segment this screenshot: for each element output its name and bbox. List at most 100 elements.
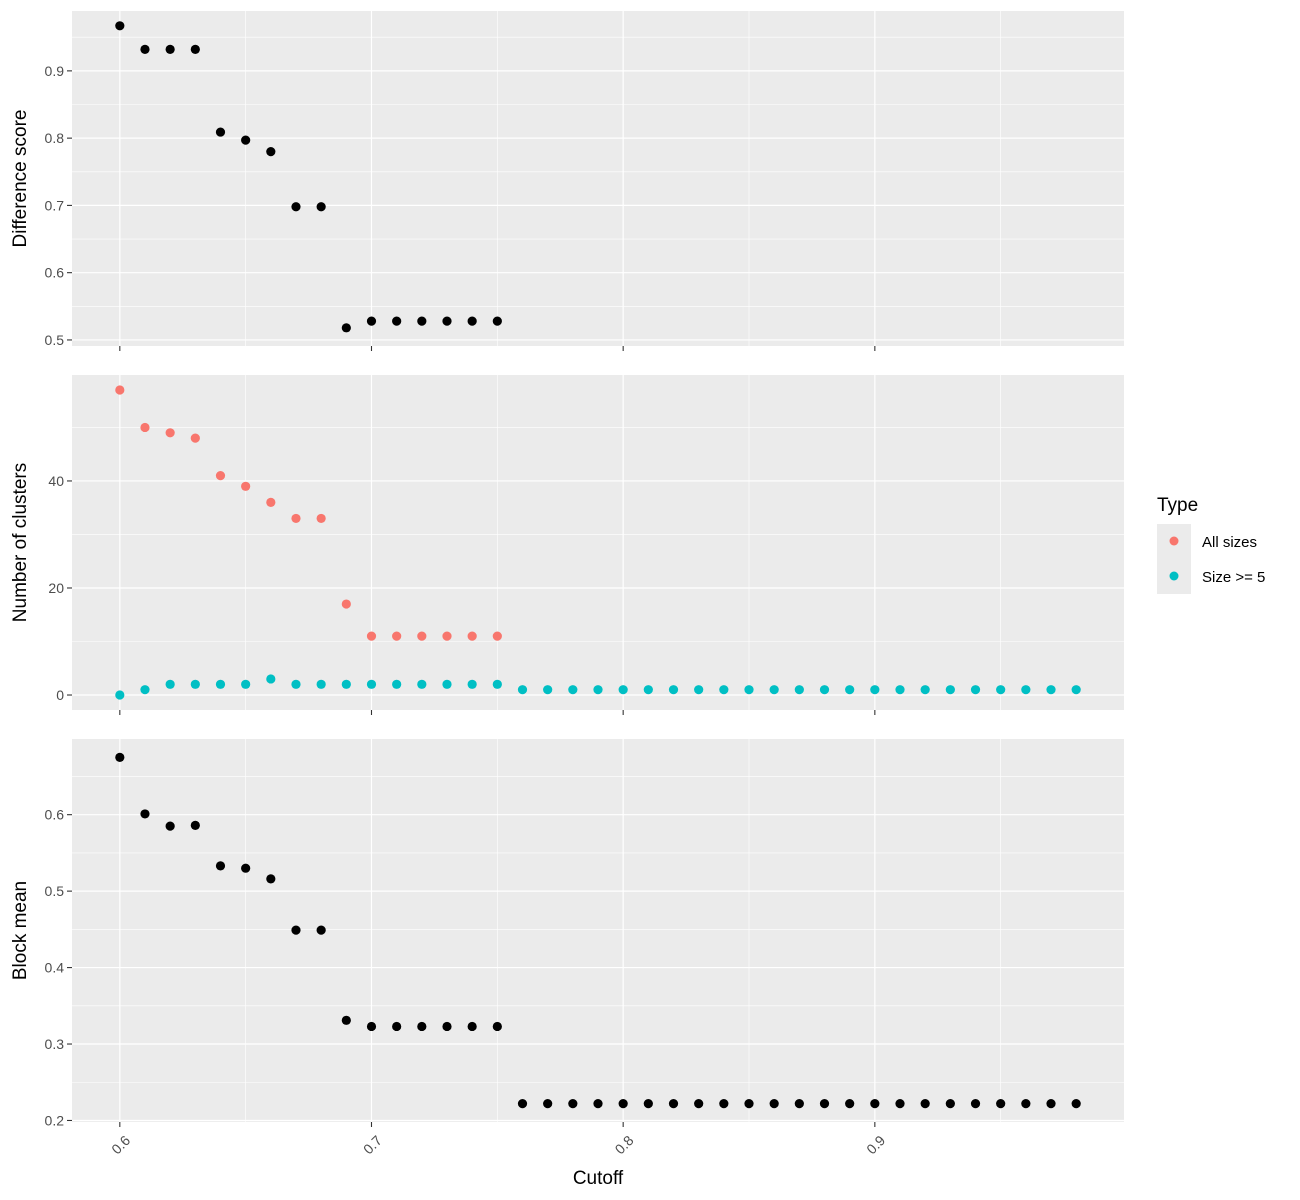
data-point	[945, 685, 955, 695]
data-point	[593, 1099, 603, 1109]
data-point	[618, 1099, 628, 1109]
data-point	[366, 631, 377, 641]
data-point	[895, 685, 905, 695]
data-point	[845, 1099, 855, 1109]
data-point	[769, 1099, 779, 1109]
series-all-sizes	[115, 385, 502, 641]
data-point	[1021, 685, 1031, 695]
data-point	[467, 679, 477, 689]
y-tick-label: 40	[48, 473, 64, 489]
x-tick-label: 0.9	[863, 1132, 888, 1157]
data-point	[417, 679, 427, 689]
data-point	[895, 1099, 905, 1109]
data-point	[769, 685, 779, 695]
chart-panels: 0.5 0.6 0.7 0.8 0.9 Difference score 0 20 40 Numb…	[10, 11, 1124, 1128]
data-point	[492, 631, 502, 641]
series-size-5	[115, 674, 1081, 700]
data-point	[744, 685, 754, 695]
x-axis: 0.6 0.7 0.8 0.9	[108, 1132, 888, 1157]
y-axis-title: Block mean	[10, 881, 31, 980]
data-point	[241, 481, 251, 491]
data-point	[1071, 685, 1081, 695]
data-point	[140, 422, 150, 433]
data-point	[920, 685, 930, 695]
data-point	[668, 685, 679, 695]
y-axis-title: Difference score	[10, 110, 31, 248]
data-point	[291, 513, 301, 524]
data-point	[517, 685, 528, 695]
data-point	[1071, 1099, 1081, 1109]
data-point	[643, 1099, 653, 1109]
data-point	[115, 690, 125, 700]
x-axis-title: Cutoff	[573, 1168, 624, 1189]
data-point	[190, 433, 200, 443]
data-point	[543, 1099, 553, 1109]
data-point	[467, 631, 477, 641]
data-point	[417, 631, 427, 641]
y-tick-label: 0.3	[45, 1036, 65, 1052]
data-point	[618, 685, 628, 695]
data-point	[115, 385, 125, 395]
y-tick-label: 20	[48, 580, 64, 596]
legend-key-size-ge-5	[1169, 571, 1179, 581]
data-point	[392, 1021, 402, 1032]
data-point	[794, 685, 804, 695]
data-point	[140, 685, 150, 695]
y-tick-label: 0.5	[45, 332, 65, 348]
data-point	[392, 316, 402, 326]
data-point	[266, 146, 276, 157]
panel-3: 0.2 0.3 0.4 0.5 0.6 Block mean	[10, 739, 1124, 1128]
data-point	[316, 513, 326, 524]
y-tick-label: 0	[56, 687, 64, 703]
data-point	[341, 1015, 351, 1025]
data-point	[845, 685, 855, 695]
data-point	[140, 809, 150, 819]
data-point	[291, 679, 301, 689]
data-point	[492, 1021, 502, 1032]
data-point	[442, 1021, 452, 1032]
data-point	[341, 323, 351, 333]
data-point	[241, 679, 251, 689]
data-point	[694, 1099, 704, 1109]
data-point	[291, 202, 301, 212]
data-point	[266, 674, 276, 684]
data-point	[392, 631, 402, 641]
data-point	[190, 820, 200, 830]
data-point	[215, 679, 226, 689]
data-point	[1046, 685, 1056, 695]
y-tick-label: 0.9	[45, 63, 65, 79]
data-point	[241, 135, 251, 145]
data-point	[215, 127, 226, 137]
series-1	[115, 752, 1081, 1109]
data-point	[165, 679, 175, 689]
data-point	[970, 1099, 981, 1109]
panel-2: 0 20 40 Number of clusters	[10, 375, 1124, 715]
x-tick-label: 0.6	[108, 1132, 133, 1157]
data-point	[719, 685, 729, 695]
data-point	[794, 1099, 804, 1109]
data-point	[543, 685, 553, 695]
data-point	[215, 471, 226, 481]
y-tick-label: 0.2	[45, 1112, 65, 1128]
data-point	[366, 316, 377, 326]
y-tick-label: 0.4	[45, 960, 65, 976]
data-point	[694, 685, 704, 695]
data-point	[819, 1099, 830, 1109]
data-point	[241, 863, 251, 873]
data-point	[668, 1099, 679, 1109]
data-point	[467, 316, 477, 326]
data-point	[316, 925, 326, 935]
y-axis-title: Number of clusters	[10, 463, 31, 622]
legend-label-all-sizes: All sizes	[1202, 534, 1257, 551]
y-tick-label: 0.8	[45, 130, 65, 146]
data-point	[442, 316, 452, 326]
data-point	[266, 497, 276, 507]
y-tick-label: 0.7	[45, 197, 65, 213]
data-point	[920, 1099, 930, 1109]
data-point	[970, 685, 981, 695]
data-point	[643, 685, 653, 695]
legend-key-all-sizes	[1169, 536, 1179, 546]
y-tick-label: 0.5	[45, 883, 65, 899]
data-point	[744, 1099, 754, 1109]
data-point	[719, 1099, 729, 1109]
